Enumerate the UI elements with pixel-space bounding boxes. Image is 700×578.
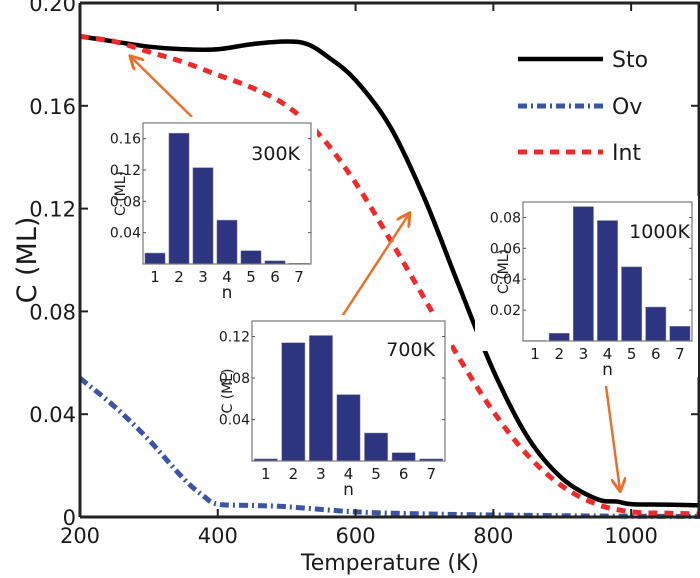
inset-bar	[192, 167, 214, 265]
x-tick-label: 1000	[604, 524, 657, 548]
inset-y-axis-label: C (ML)	[220, 368, 236, 413]
inset-background	[131, 117, 317, 300]
inset-frame	[522, 201, 693, 342]
y-tick-label: 0	[63, 506, 76, 530]
inset-bar	[281, 342, 306, 462]
inset-temperature-label: 700K	[386, 339, 435, 361]
legend-label-sto: Sto	[612, 48, 648, 73]
inset-bar	[548, 333, 570, 342]
inset-y-tick-label: 0.04	[490, 272, 521, 288]
inset-bar	[645, 306, 667, 342]
inset-x-tick-label: 6	[399, 465, 409, 483]
x-tick-label: 400	[198, 524, 238, 548]
x-tick-label: 600	[336, 524, 376, 548]
inset-y-axis-label: C (ML)	[496, 249, 512, 294]
inset-x-tick-label: 3	[316, 465, 326, 483]
inset-x-axis-label: n	[343, 480, 354, 500]
inset-x-tick-label: 1	[530, 345, 540, 363]
legend: Sto Ov Int	[518, 48, 648, 166]
inset-300k: 1 2 3 4 5 6 7 0.04 0.08 0.12 0.16 n C (ML) 300K	[95, 117, 317, 303]
inset-x-tick-label: 3	[198, 268, 208, 286]
inset-y-axis-label: C (ML)	[113, 171, 129, 216]
inset-x-tick-label: 6	[651, 345, 661, 363]
inset-y-tick-label: 0.12	[110, 163, 141, 179]
inset-bar	[364, 432, 388, 462]
inset-700k: 1 2 3 4 5 6 7 0.04 0.08 0.12 n C (ML) 700K	[204, 315, 451, 500]
inset-x-axis-label: n	[602, 360, 613, 380]
y-tick-label: 0.12	[29, 198, 76, 222]
inset-y-tick-label: 0.08	[490, 210, 521, 226]
annotation-arrows	[131, 57, 620, 490]
inset-x-tick-label: 4	[344, 465, 354, 483]
inset-background-left	[95, 123, 131, 274]
inset-x-tick-label: 1	[150, 268, 160, 286]
x-tick-label: 200	[60, 524, 100, 548]
inset-x-tick-label: 3	[579, 345, 589, 363]
inset-bar	[216, 219, 238, 265]
inset-y-tick-label: 0.12	[219, 330, 250, 346]
legend-label-ov: Ov	[612, 95, 642, 120]
y-tick-label: 0.08	[29, 300, 76, 324]
inset-bar	[168, 132, 190, 265]
series-line-int	[79, 33, 700, 517]
inset-x-tick-label: 7	[294, 268, 304, 286]
x-axis-label: Temperature (K)	[300, 551, 479, 576]
inset-x-axis-label: n	[222, 283, 233, 303]
inset-y-tick-label: 0.04	[219, 413, 250, 429]
inset-frame	[142, 122, 312, 265]
legend-label-int: Int	[612, 141, 641, 166]
inset-x-tick-label: 7	[426, 465, 436, 483]
inset-bar	[572, 206, 594, 342]
inset-y-tick-label: 0.08	[219, 371, 250, 387]
inset-bar	[669, 326, 691, 342]
inset-bar	[309, 335, 333, 462]
inset-x-tick-label: 4	[603, 345, 613, 363]
inset-bar	[597, 220, 618, 342]
inset-x-tick-label: 5	[371, 465, 381, 483]
annotation-arrow	[339, 214, 409, 319]
inset-x-tick-label: 5	[627, 345, 637, 363]
y-tick-label: 0.04	[29, 403, 76, 427]
inset-x-tick-label: 6	[270, 268, 280, 286]
inset-x-tick-label: 2	[289, 465, 299, 483]
annotation-arrow	[131, 57, 193, 118]
inset-bar	[144, 252, 166, 265]
y-tick-label: 0.20	[29, 0, 76, 16]
inset-frame	[251, 320, 446, 462]
inset-1000k: 1 2 3 4 5 6 7 0.02 0.04 0.06 0.08 n C (ML) 1000K	[475, 196, 698, 380]
x-tick-label: 800	[473, 524, 513, 548]
inset-background-left	[204, 321, 240, 471]
inset-temperature-label: 1000K	[629, 221, 690, 243]
inset-x-tick-label: 7	[675, 345, 685, 363]
inset-x-tick-label: 2	[554, 345, 564, 363]
inset-x-tick-label: 2	[174, 268, 184, 286]
main-axes: 0 0.04 0.08 0.12 0.16 0.20 200 400 600 800 1000	[29, 0, 700, 548]
inset-x-tick-label: 5	[246, 268, 256, 286]
annotation-arrow	[604, 385, 620, 490]
inset-bar	[240, 250, 262, 265]
inset-y-tick-label: 0.06	[490, 241, 521, 257]
inset-bar	[621, 266, 643, 342]
inset-y-tick-label: 0.02	[490, 303, 521, 319]
inset-y-tick-label: 0.08	[110, 194, 141, 210]
y-tick-label: 0.16	[29, 95, 76, 119]
inset-bar	[391, 452, 416, 462]
inset-y-tick-label: 0.04	[110, 226, 141, 242]
inset-x-tick-label: 4	[222, 268, 232, 286]
inset-bar	[336, 394, 361, 462]
inset-y-tick-label: 0.16	[110, 132, 141, 148]
inset-background-left	[475, 202, 511, 351]
y-axis-label: C (ML)	[12, 217, 43, 304]
inset-x-tick-label: 1	[261, 465, 271, 483]
series-line-sto	[79, 34, 700, 508]
inset-temperature-label: 300K	[251, 143, 300, 165]
